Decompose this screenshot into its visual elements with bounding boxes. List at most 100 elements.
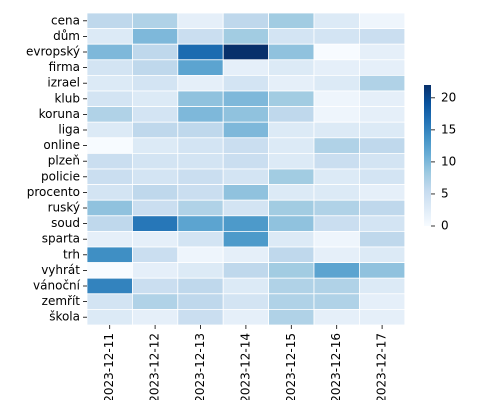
heatmap-cell [177, 90, 224, 108]
heatmap-cell [86, 277, 133, 295]
heatmap-cell [313, 277, 360, 295]
colorbar: 0 5 10 15 20 [424, 85, 456, 233]
heatmap-cell [177, 308, 224, 326]
colorbar-gradient [424, 85, 431, 226]
heatmap-cell [131, 246, 179, 264]
heatmap-cell [358, 168, 406, 186]
heatmap-cell [313, 121, 360, 139]
y-tick-label: dům [53, 29, 80, 43]
heatmap-cell [268, 43, 315, 61]
heatmap-cell [313, 262, 360, 279]
heatmap-cell [268, 277, 315, 295]
heatmap-cell [177, 106, 224, 123]
heatmap-cell [177, 293, 224, 310]
heatmap-cell [358, 121, 406, 139]
heatmap-cell [131, 293, 179, 310]
y-tick-label: online [43, 138, 80, 152]
heatmap-cell [358, 215, 406, 232]
heatmap-cell [86, 199, 133, 217]
heatmap-cell [313, 75, 360, 92]
heatmap-cell [222, 308, 269, 326]
heatmap-cell [86, 75, 133, 92]
heatmap-cell [222, 152, 269, 170]
heatmap-cell [268, 262, 315, 279]
heatmap-cell [131, 121, 179, 139]
heatmap-cell [268, 246, 315, 264]
y-tick-label: procento [27, 185, 80, 199]
x-tick-label: 2023-12-16 [329, 333, 343, 400]
heatmap-cell [131, 75, 179, 92]
y-tick-label: zemřít [42, 294, 81, 308]
heatmap-cell [177, 184, 224, 201]
heatmap-cell [86, 12, 133, 30]
heatmap-cell [177, 137, 224, 154]
heatmap-cell [268, 106, 315, 123]
heatmap-cell [131, 168, 179, 186]
heatmap-cell [358, 75, 406, 92]
heatmap-cell [358, 152, 406, 170]
heatmap-cell [86, 168, 133, 186]
heatmap-cell [358, 184, 406, 201]
x-tick-label: 2023-12-17 [375, 333, 389, 400]
heatmap-cell [222, 199, 269, 217]
heatmap-cell [268, 199, 315, 217]
y-tick-label: trh [63, 247, 80, 261]
y-tick-label: vyhrát [41, 263, 80, 277]
heatmap-cell [177, 230, 224, 248]
x-tick-label: 2023-12-12 [148, 333, 162, 400]
heatmap-cell [358, 246, 406, 264]
y-tick-label: liga [58, 123, 80, 137]
heatmap-cell [177, 121, 224, 139]
heatmap-cell [268, 137, 315, 154]
y-tick-label: firma [49, 60, 80, 74]
heatmap-cell [268, 12, 315, 30]
heatmap-cell [313, 28, 360, 45]
heatmap-cell [131, 199, 179, 217]
heatmap-cell [313, 184, 360, 201]
heatmap-cell [86, 90, 133, 108]
heatmap-cell [222, 90, 269, 108]
heatmap-cell [313, 12, 360, 30]
heatmap-cell [131, 137, 179, 154]
heatmap-cell [177, 262, 224, 279]
heatmap-cell [313, 293, 360, 310]
y-tick-label: koruna [39, 107, 80, 121]
heatmap-cell [222, 12, 269, 30]
heatmap-cell [177, 199, 224, 217]
heatmap-cell [177, 59, 224, 76]
heatmap-cell [313, 199, 360, 217]
heatmap-cell [177, 43, 224, 61]
heatmap-cell [313, 106, 360, 123]
heatmap-cell [268, 59, 315, 76]
heatmap-cell [358, 106, 406, 123]
heatmap-cell [177, 277, 224, 295]
heatmap-cell [222, 28, 269, 45]
y-tick-label: škola [49, 310, 80, 324]
heatmap-cell [222, 75, 269, 92]
y-tick-label: soud [51, 216, 80, 230]
heatmap-cell [268, 28, 315, 45]
heatmap-cell [268, 168, 315, 186]
heatmap-cell [358, 137, 406, 154]
y-tick-label: klub [54, 91, 80, 105]
heatmap-cell [268, 90, 315, 108]
heatmap-cell [358, 12, 406, 30]
heatmap-cell [358, 230, 406, 248]
heatmap-cell [131, 230, 179, 248]
heatmap-cell [131, 43, 179, 61]
heatmap-cell [222, 277, 269, 295]
heatmap-cell [222, 168, 269, 186]
heatmap-cell [86, 152, 133, 170]
x-tick-label: 2023-12-13 [193, 333, 207, 400]
heatmap-cell [177, 152, 224, 170]
colorbar-tick-label: 0 [441, 219, 449, 233]
heatmap-cell [86, 262, 133, 279]
heatmap-cell [222, 293, 269, 310]
heatmap-cell [86, 121, 133, 139]
heatmap-cell [222, 262, 269, 279]
colorbar-tick-label: 5 [441, 186, 449, 200]
heatmap-cell [222, 184, 269, 201]
heatmap-cell [268, 184, 315, 201]
